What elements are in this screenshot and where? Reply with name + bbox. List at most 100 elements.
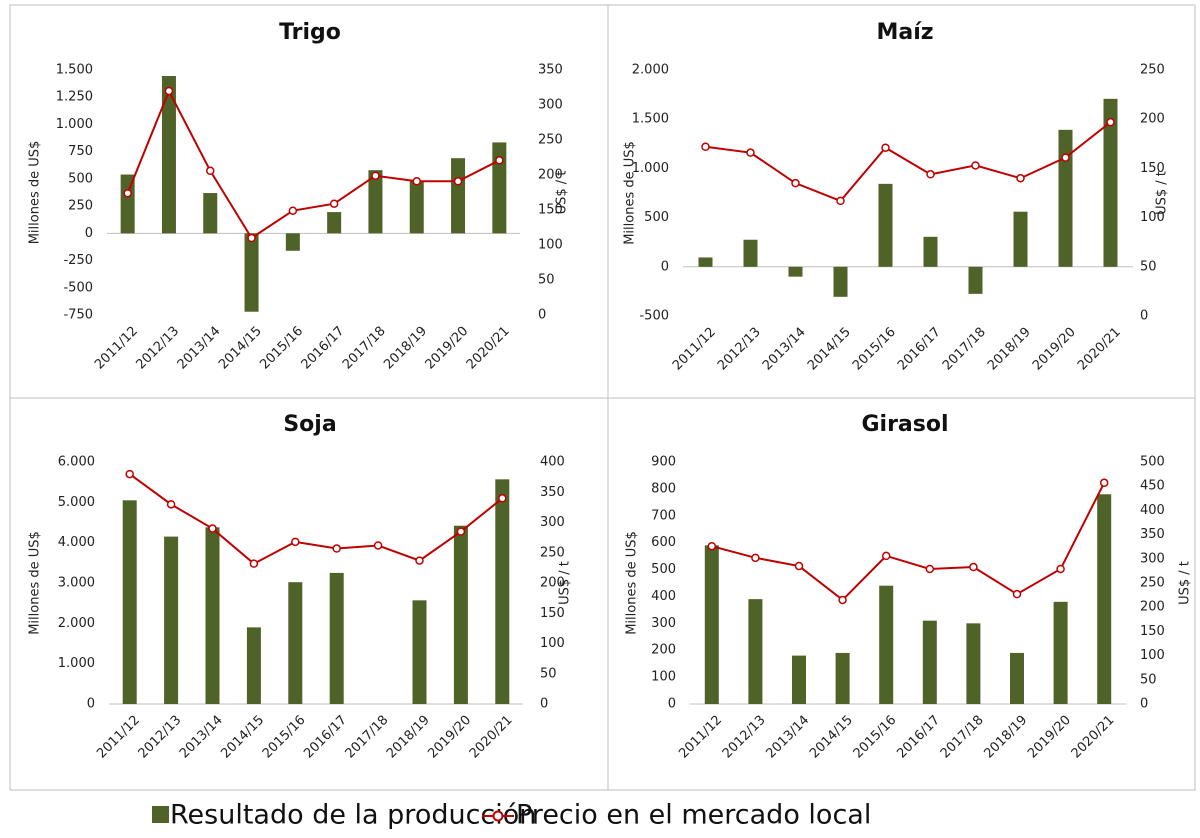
bar — [161, 75, 176, 234]
y-tick-label: 800 — [651, 481, 676, 496]
x-tick-label: 2015/16 — [257, 324, 306, 373]
line-marker — [838, 595, 847, 605]
line-marker — [881, 143, 890, 152]
y-tick-label: 400 — [651, 589, 676, 604]
x-tick-label: 2017/18 — [940, 325, 989, 374]
bar — [922, 620, 937, 704]
y-tick-label: 2.000 — [632, 63, 669, 78]
line-marker — [498, 494, 507, 503]
x-tick-label: 2014/15 — [216, 324, 265, 373]
legend-swatch — [152, 806, 169, 823]
line-marker — [791, 178, 800, 188]
x-tick-label: 2019/20 — [425, 713, 474, 762]
y-tick-label: 300 — [651, 616, 676, 631]
y-tick-label: 0 — [85, 226, 93, 241]
bar — [833, 266, 848, 297]
line-marker — [836, 196, 845, 206]
y-tick-label: 1.250 — [56, 90, 93, 105]
bar — [453, 525, 468, 704]
y2-axis-label: US$ / t — [558, 561, 573, 605]
y-tick-label: -500 — [63, 280, 93, 295]
x-tick-label: 2020/21 — [1069, 713, 1118, 762]
bar — [966, 623, 981, 704]
y-tick-label: 250 — [68, 199, 93, 214]
x-tick-label: 2016/17 — [895, 325, 944, 374]
y2-tick-label: 0 — [540, 697, 548, 712]
y-tick-label: 1.500 — [632, 112, 669, 127]
x-tick-label: 2015/16 — [850, 325, 899, 374]
x-tick-label: 2016/17 — [894, 713, 943, 762]
bar — [743, 239, 758, 267]
bar — [792, 655, 806, 704]
bar — [329, 572, 344, 704]
y-tick-label: 200 — [651, 643, 676, 658]
y2-tick-label: 300 — [1140, 551, 1165, 566]
line-marker — [291, 537, 300, 547]
line-marker — [206, 166, 215, 176]
x-tick-label: 2015/16 — [851, 713, 900, 762]
y2-tick-label: 250 — [540, 545, 565, 560]
line-marker — [373, 541, 383, 550]
y-axis-label: Millones de US$ — [28, 141, 43, 245]
y-tick-label: 750 — [68, 144, 93, 159]
bar — [878, 183, 893, 267]
y2-tick-label: 50 — [1140, 259, 1157, 274]
x-tick-label: 2020/21 — [467, 713, 516, 762]
x-tick-label: 2018/19 — [985, 325, 1034, 374]
line — [126, 88, 500, 240]
y2-tick-label: 50 — [1140, 672, 1157, 687]
y2-axis-label: US$ / t — [1178, 561, 1193, 605]
y-tick-label: 0 — [668, 697, 676, 712]
y2-tick-label: 200 — [1140, 112, 1165, 127]
y2-tick-label: 400 — [1140, 503, 1165, 518]
bar — [923, 236, 938, 267]
chart-title: Girasol — [861, 412, 948, 437]
bar — [748, 599, 763, 704]
y2-tick-label: 0 — [538, 308, 546, 323]
line-marker — [925, 564, 935, 574]
x-tick-label: 2014/15 — [805, 325, 854, 374]
x-tick-label: 2014/15 — [218, 713, 267, 762]
y-tick-label: 100 — [651, 670, 676, 685]
bar — [451, 158, 466, 234]
line-marker — [166, 500, 176, 509]
y2-tick-label: 250 — [1140, 63, 1165, 78]
line-marker — [794, 561, 804, 571]
x-tick-label: 2013/14 — [175, 324, 224, 373]
line-marker — [971, 161, 980, 170]
bar — [1097, 494, 1112, 704]
line-marker — [1012, 589, 1022, 599]
y-tick-label: -250 — [63, 253, 93, 268]
y2-tick-label: 250 — [538, 133, 563, 148]
y2-tick-label: 250 — [1140, 576, 1165, 591]
line-marker — [495, 156, 504, 165]
bar — [879, 585, 894, 704]
bar — [412, 600, 427, 704]
bar — [205, 527, 220, 704]
y2-tick-label: 200 — [1140, 600, 1165, 615]
x-tick-label: 2018/19 — [384, 713, 433, 762]
chart-title: Maíz — [876, 20, 933, 45]
bar — [835, 652, 850, 704]
line-marker — [746, 148, 755, 157]
y-tick-label: 2.000 — [58, 616, 95, 631]
y2-tick-label: 150 — [1140, 624, 1165, 639]
bar — [492, 142, 507, 234]
y2-tick-label: 350 — [538, 63, 563, 78]
bar — [1013, 211, 1028, 267]
bar — [704, 545, 719, 704]
x-tick-label: 2020/21 — [464, 324, 513, 373]
y-tick-label: 1.000 — [58, 656, 95, 671]
x-tick-label: 2017/18 — [343, 713, 392, 762]
y-tick-label: -500 — [639, 309, 669, 324]
y2-tick-label: 100 — [538, 238, 563, 253]
y2-axis-label: US$ / t — [555, 171, 570, 215]
bar — [495, 479, 510, 704]
y2-tick-label: 50 — [540, 666, 557, 681]
line-marker — [456, 527, 466, 536]
y-axis-label: Millones de US$ — [623, 141, 638, 245]
line-marker — [123, 188, 132, 198]
x-tick-label: 2014/15 — [807, 713, 856, 762]
line-marker — [926, 170, 935, 179]
